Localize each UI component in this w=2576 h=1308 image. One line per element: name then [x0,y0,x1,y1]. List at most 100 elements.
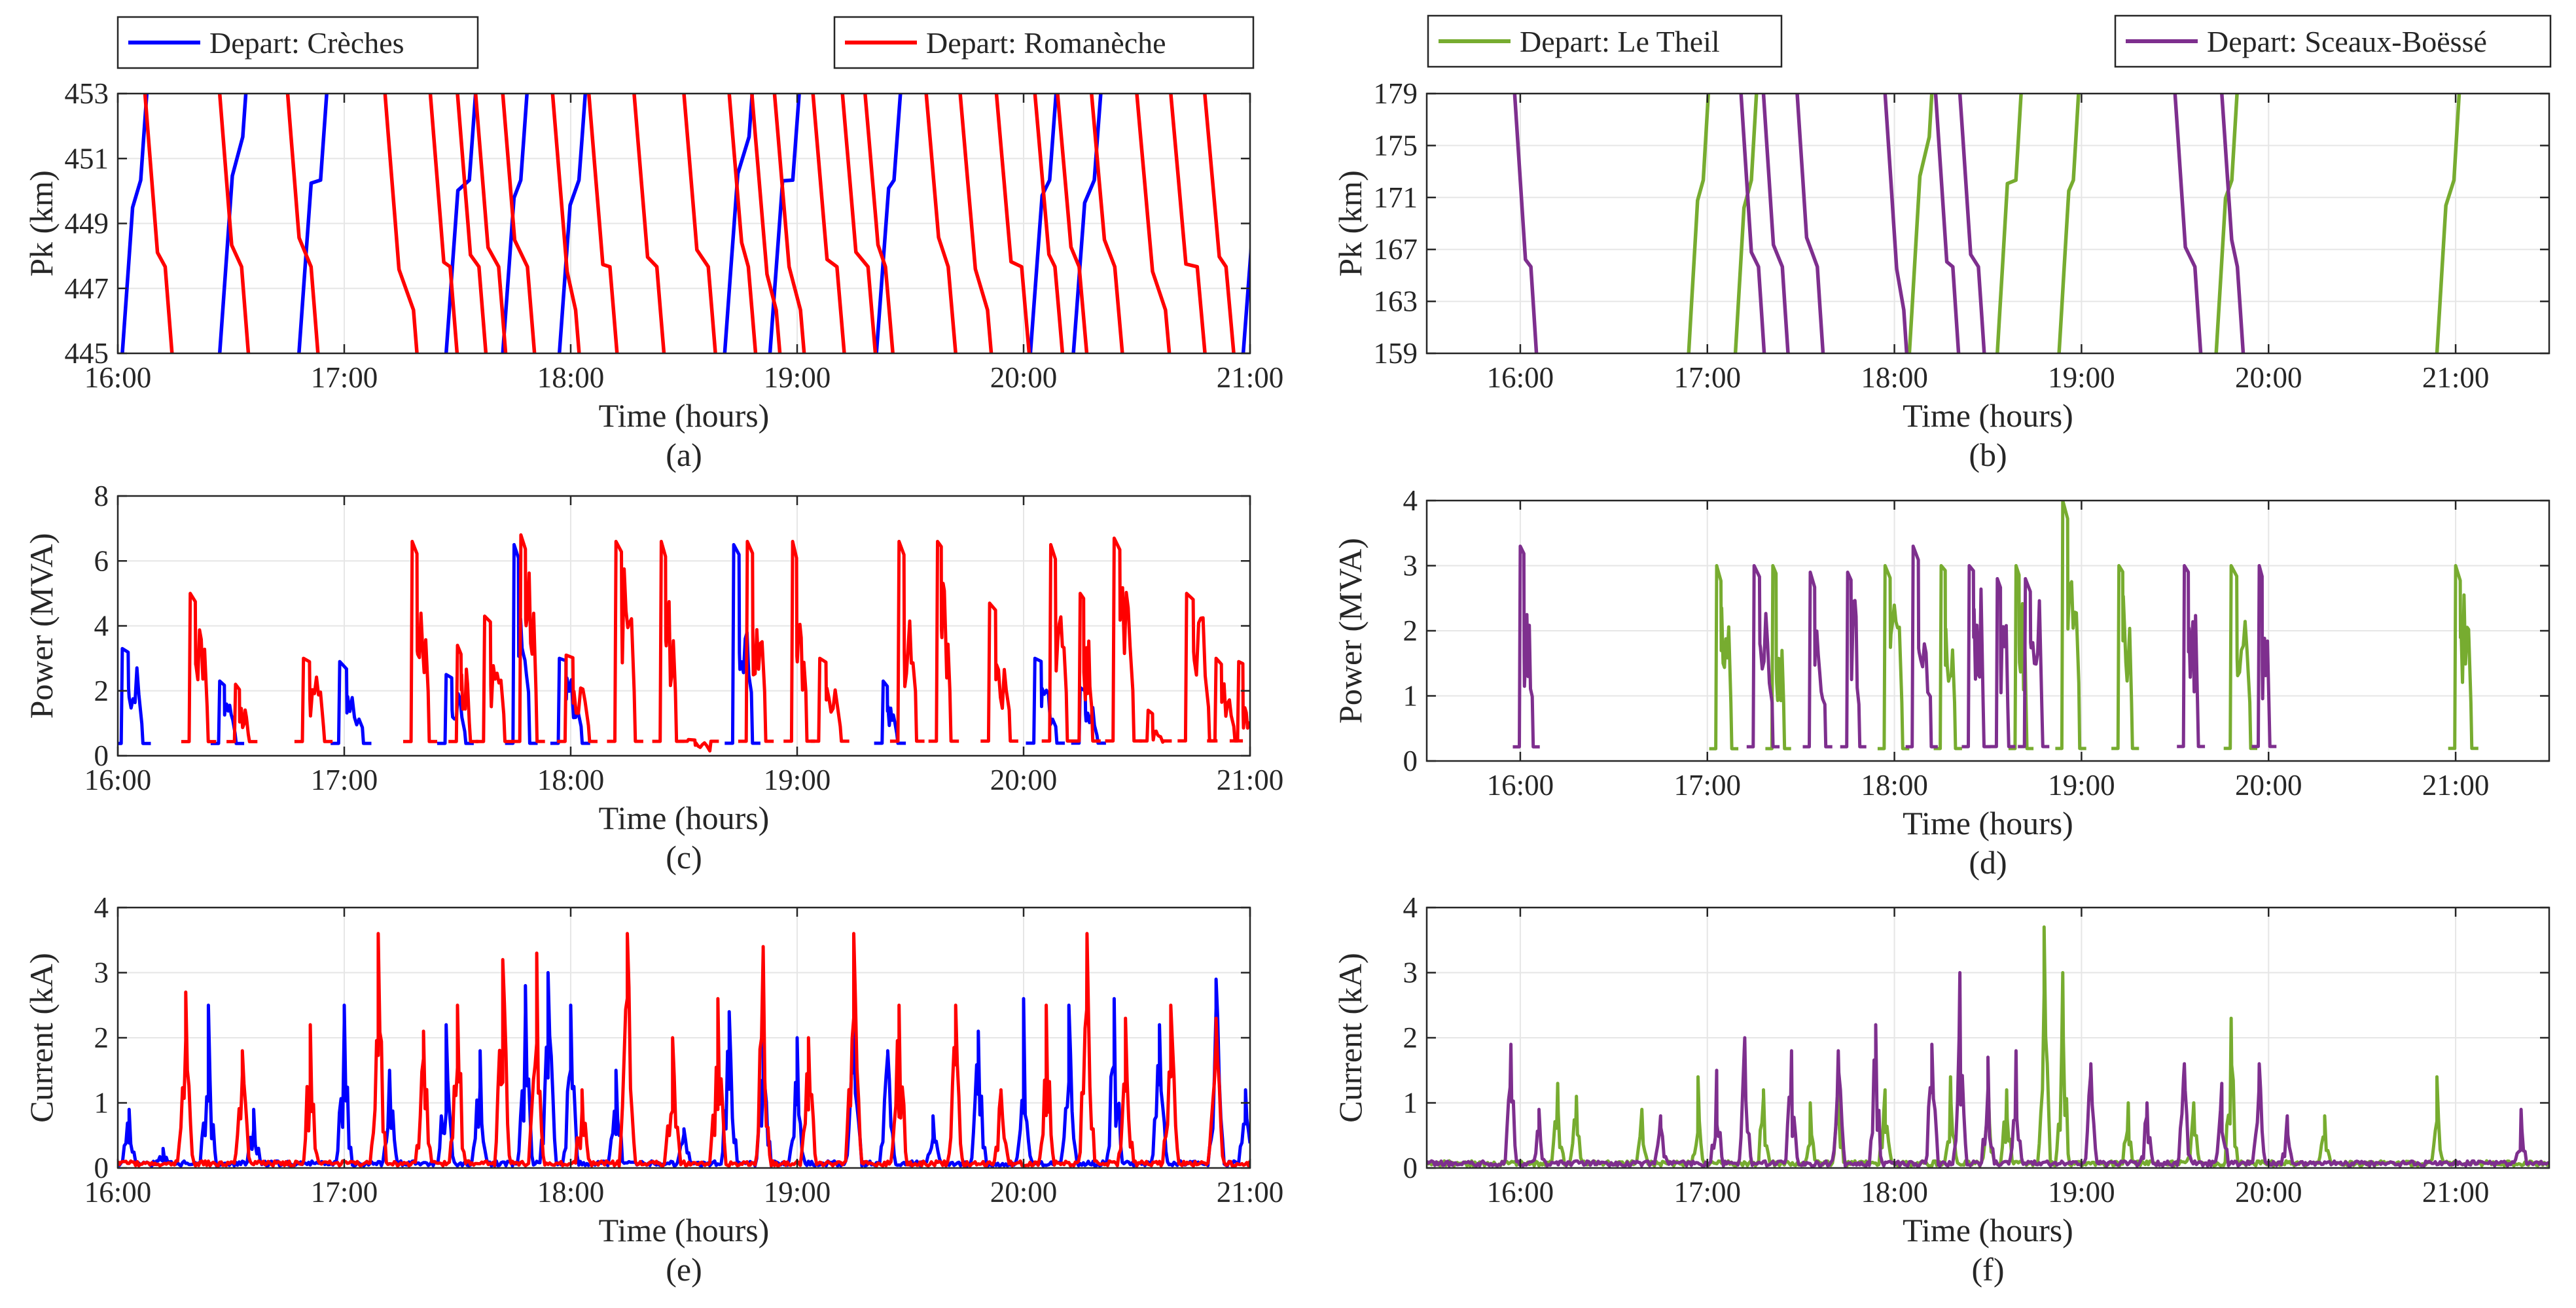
x-tick-label: 16:00 [84,764,152,796]
train-path [1733,94,1759,353]
x-tick-label: 21:00 [1217,1176,1284,1209]
power-pulse [557,653,598,743]
train-path [2173,94,2203,353]
train-path [285,94,320,353]
power-pulse [1961,564,1991,749]
power-pulse [2055,501,2086,751]
x-tick-label: 20:00 [990,764,1058,796]
x-tick-label: 20:00 [990,361,1058,394]
train-path [473,94,508,353]
power-pulse [928,540,959,743]
train-path [924,94,957,353]
y-tick-label: 8 [94,480,109,512]
x-axis-label: Time (hours) [599,800,770,836]
power-pulse [475,614,513,743]
panel-label: (f) [1972,1251,2005,1288]
legend-label: Depart: Sceaux-Boëssé [2207,25,2487,58]
legend-item: Depart: Crèches [116,16,479,69]
power-pulse [1746,564,1780,749]
train-path [632,94,666,353]
y-tick-label: 2 [1403,1021,1418,1054]
train-path [750,94,782,353]
train-path [1028,94,1058,353]
y-tick-label: 3 [1403,550,1418,582]
train-path [217,94,251,353]
y-tick-label: 0 [94,1152,109,1184]
train-path [2220,94,2245,353]
train-path [1933,94,1961,353]
y-tick-label: 159 [1374,337,1418,370]
power-pulse [2448,564,2478,751]
legend-label: Depart: Crèches [209,26,404,60]
train-path [444,94,478,353]
power-pulse [181,592,217,743]
x-tick-label: 17:00 [1673,361,1741,394]
chart-a: 16:00 17:00 18:00 19:00 20:00 21:00 445 447 449 4… [23,77,1283,473]
x-tick-label: 17:00 [1673,1176,1741,1209]
y-tick-label: 4 [94,610,109,643]
train-path [682,94,717,353]
y-tick-label: 3 [94,957,109,989]
y-tick-label: 4 [1403,484,1418,517]
y-tick-label: 453 [65,77,109,110]
power-pulse [2018,576,2050,749]
y-tick-label: 163 [1374,285,1418,318]
axes-box [1425,92,2550,355]
x-tick-label: 16:00 [1487,769,1554,802]
power-pulse [1840,571,1867,749]
power-pulse [1765,564,1791,751]
x-tick-label: 19:00 [2048,1176,2115,1209]
x-tick-label: 18:00 [537,1176,605,1209]
train-path [1761,94,1790,353]
power-pulse [2251,564,2277,749]
power-pulse [1512,544,1540,749]
train-path [297,94,329,353]
x-tick-label: 20:00 [2235,361,2302,394]
y-tick-label: 3 [1403,957,1418,989]
train-path [217,94,248,353]
data-lines [1512,94,2461,353]
x-tick-label: 18:00 [1861,361,1928,394]
legend-label: Depart: Romanèche [926,26,1166,60]
y-tick-label: 0 [94,739,109,772]
power-pulse [1877,564,1910,751]
y-tick-label: 2 [94,675,109,707]
x-tick-label: 17:00 [1673,769,1741,802]
y-tick-label: 175 [1374,129,1418,162]
data-lines [1512,501,2478,751]
x-tick-label: 21:00 [2422,769,2490,802]
train-path [557,94,588,353]
power-pulse [1905,544,1938,749]
train-path [1169,94,1207,353]
train-path [1687,94,1711,353]
y-tick-label: 179 [1374,77,1418,110]
power-pulse [679,737,719,753]
x-tick-label: 16:00 [1487,361,1554,394]
power-pulse [2177,564,2206,749]
power-pulse [118,646,151,745]
train-path [586,94,619,353]
x-tick-label: 19:00 [2048,361,2115,394]
y-tick-label: 171 [1374,181,1418,214]
power-pulse [1207,656,1243,743]
y-tick-label: 6 [94,544,109,577]
power-pulse [980,601,1018,743]
power-pulse [1709,564,1739,751]
power-pulse [1802,571,1833,749]
power-pulse [2223,564,2257,751]
power-pulse [1933,564,1962,751]
panel-label: (a) [666,436,702,473]
legend-item: Depart: Sceaux-Boëssé [2114,14,2552,68]
power-pulse [294,656,333,743]
train-path [727,94,758,353]
train-path [2214,94,2239,353]
x-tick-label: 17:00 [311,764,378,796]
train-path [1056,94,1089,353]
train-path [383,94,419,353]
data-lines [1427,925,2549,1168]
train-path [811,94,846,353]
x-axis-label: Time (hours) [599,1212,770,1248]
power-pulse [738,540,774,743]
train-path [120,94,149,353]
